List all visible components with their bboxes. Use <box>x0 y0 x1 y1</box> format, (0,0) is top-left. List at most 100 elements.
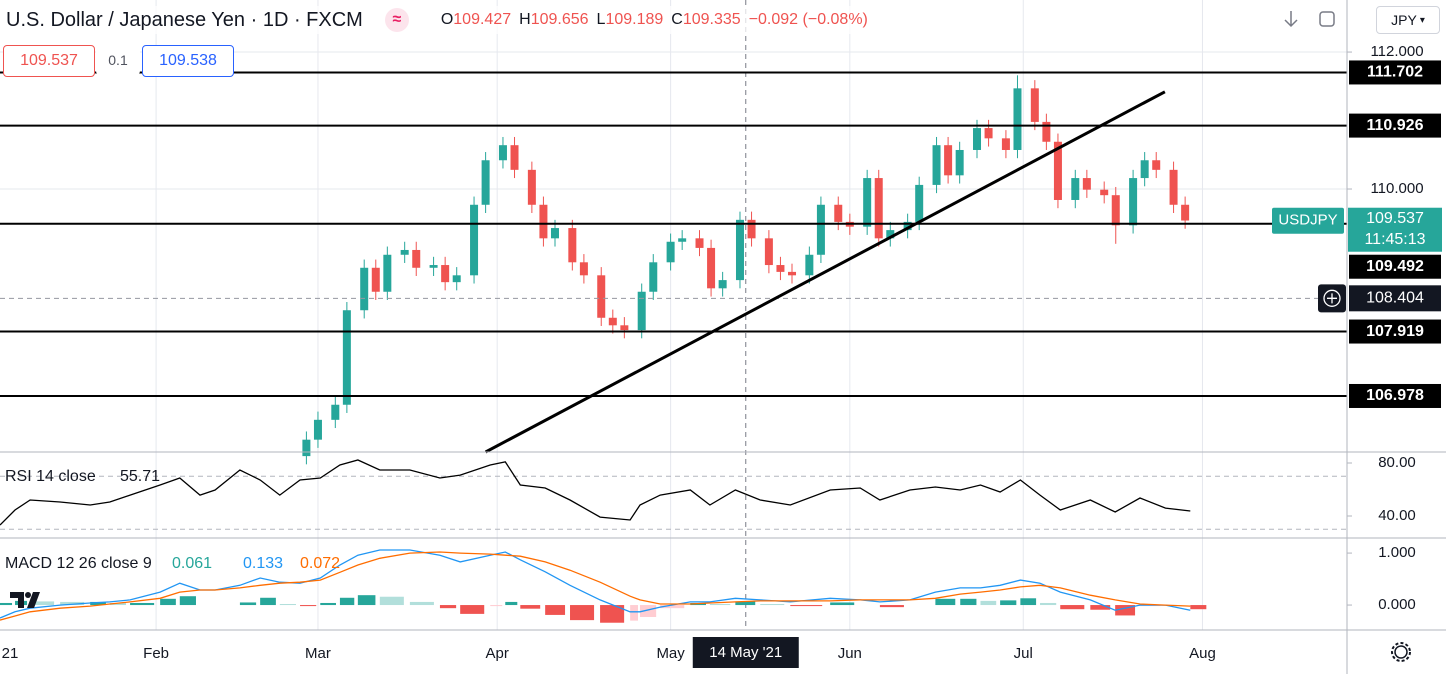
symbol-title: U.S. Dollar / Japanese Yen · 1D · FXCM <box>6 8 363 31</box>
macd-histogram-bar <box>639 605 657 618</box>
candle-body <box>874 178 883 239</box>
macd-histogram-bar <box>520 605 541 609</box>
macd-histogram-bar <box>830 602 855 606</box>
macd-histogram-bar <box>179 596 196 606</box>
candle-body <box>550 228 559 239</box>
crosshair-date-box <box>692 637 799 668</box>
fullscreen-button[interactable] <box>1312 6 1342 32</box>
macd-histogram-bar <box>160 598 176 606</box>
buy-button[interactable]: 109.538 <box>142 45 234 77</box>
candle-body <box>1129 178 1138 226</box>
candle-body <box>707 247 716 289</box>
y-tick-label: 80.00 <box>1378 454 1416 471</box>
macd-histogram-bar <box>735 601 756 606</box>
level-label: 109.492 <box>1366 258 1424 275</box>
sell-button[interactable]: 109.537 <box>3 45 95 77</box>
macd-value: 0.061 <box>172 555 212 572</box>
level-label: 107.919 <box>1366 323 1424 340</box>
candle-body <box>470 204 479 276</box>
y-tick-label: 0.000 <box>1378 596 1416 613</box>
level-label: 111.702 <box>1367 64 1423 81</box>
candle-body <box>666 241 675 263</box>
candle-body <box>1053 141 1062 200</box>
candle-body <box>1152 160 1161 170</box>
candle-body <box>955 149 964 176</box>
x-tick-label: 21 <box>2 645 19 662</box>
macd-histogram-bar <box>460 605 485 614</box>
macd-histogram-bar <box>1040 602 1057 606</box>
trend-line <box>484 90 1166 454</box>
macd-histogram-bar <box>239 602 257 606</box>
candle-body <box>429 265 438 268</box>
y-tick-label: 1.000 <box>1378 544 1416 561</box>
candle-body <box>441 265 450 283</box>
x-tick-label: May <box>656 645 685 662</box>
settings-button[interactable] <box>1394 645 1408 659</box>
ohlc-label: C <box>671 11 683 28</box>
level-label: 106.978 <box>1366 387 1424 404</box>
macd-histogram-bar <box>109 602 127 606</box>
candle-body <box>1030 88 1039 122</box>
macd-histogram-bar <box>300 605 317 607</box>
macd-histogram-bar <box>570 605 595 621</box>
currency-button[interactable]: JPY ▾ <box>1376 6 1440 34</box>
x-tick-label: Aug <box>1189 645 1216 662</box>
candle-body <box>915 184 924 222</box>
candle-body <box>678 238 687 242</box>
candle-body <box>579 262 588 276</box>
macd-value: 0.133 <box>243 555 283 572</box>
macd-histogram-bar <box>339 597 355 606</box>
candle-body <box>313 419 322 440</box>
level-label-box <box>1349 383 1441 408</box>
candle-body <box>597 275 606 318</box>
candle-body <box>788 271 797 276</box>
rsi-line <box>0 459 1191 526</box>
candle-body <box>735 219 744 281</box>
x-tick-label: Jun <box>838 645 862 662</box>
y-tick-label: 40.00 <box>1378 507 1416 524</box>
candle-body <box>568 228 577 263</box>
candle-body <box>371 267 380 292</box>
source-icon[interactable]: ≈ <box>384 8 409 32</box>
candle-body <box>984 128 993 139</box>
macd-histogram-bar <box>260 597 276 606</box>
last-price: 109.537 <box>1366 210 1424 227</box>
x-tick-label: Feb <box>143 645 169 662</box>
candle-body <box>510 145 519 170</box>
macd-histogram-bar <box>980 600 997 606</box>
candle-body <box>452 275 461 283</box>
candle-body <box>973 128 982 150</box>
macd-histogram-bar <box>505 601 518 606</box>
level-label-box <box>1349 113 1441 138</box>
crosshair-date: 14 May '21 <box>709 644 782 661</box>
candle-body <box>718 280 727 289</box>
ohlc-value: 109.427 <box>453 11 512 28</box>
macd-line <box>0 549 1191 619</box>
ohlc-label: L <box>596 11 606 28</box>
macd-histogram-bar <box>90 601 106 606</box>
candle-body <box>886 230 895 239</box>
macd-value: 0.072 <box>300 555 340 572</box>
download-button[interactable] <box>1276 6 1306 32</box>
ohlc-value: 109.656 <box>530 11 589 28</box>
price-change: −0.092 (−0.08%) <box>748 11 868 28</box>
candle-body <box>805 254 814 276</box>
macd-histogram-bar <box>409 601 434 606</box>
candle-body <box>1140 160 1149 179</box>
candle-body <box>863 178 872 227</box>
crosshair-price-box <box>1349 285 1441 312</box>
candle-body <box>903 221 912 231</box>
y-tick-label: 112.000 <box>1370 43 1423 60</box>
y-tick-label: 110.000 <box>1370 180 1423 197</box>
macd-histogram-bar <box>439 605 457 609</box>
candle-body <box>695 238 704 248</box>
spread: 0.1 <box>96 45 140 75</box>
x-tick-label: Mar <box>305 645 331 662</box>
macd-histogram-bar <box>660 605 685 609</box>
macd-histogram-bar <box>1190 605 1207 610</box>
candle-body <box>527 169 536 205</box>
countdown: 11:45:13 <box>1364 231 1425 248</box>
candle-body <box>1082 178 1091 190</box>
candle-body <box>400 249 409 255</box>
